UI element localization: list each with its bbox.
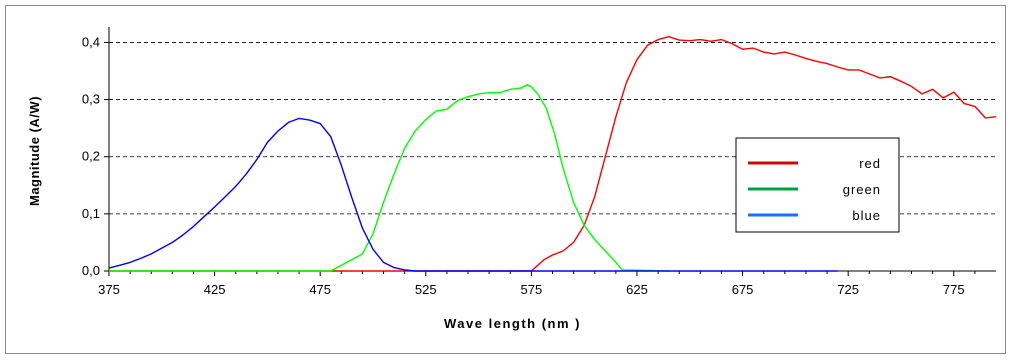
x-axis-title: Wave length (nm ) [444, 316, 581, 331]
x-tick-label: 425 [204, 282, 226, 297]
series-line-blue [108, 117, 838, 272]
chart-area: 0,0 0,1 0,2 0,3 0,4 375 425 475 525 575 625 675 725 7… [5, 5, 1006, 354]
y-tick-label: 0,0 [82, 263, 100, 278]
x-tick-label: 575 [521, 282, 543, 297]
series-line-green [109, 83, 669, 272]
legend-label-red: red [859, 156, 881, 171]
x-tick-label: 775 [943, 282, 965, 297]
x-tick-label: 725 [837, 282, 859, 297]
y-tick-label: 0,2 [82, 149, 100, 164]
x-tick-label: 375 [98, 282, 120, 297]
x-tick-label: 475 [309, 282, 331, 297]
x-tick-label: 525 [415, 282, 437, 297]
y-tick-label: 0,4 [82, 34, 100, 49]
y-tick-label: 0,1 [82, 206, 100, 221]
y-tick-label: 0,3 [82, 92, 100, 107]
y-axis-title: Magnitude (A/W) [27, 96, 42, 206]
legend-label-green: green [843, 182, 881, 197]
x-tick-label: 675 [732, 282, 754, 297]
spectral-response-chart: 0,0 0,1 0,2 0,3 0,4 375 425 475 525 575 625 675 725 7… [27, 27, 997, 331]
x-tick-label: 625 [626, 282, 648, 297]
series-line-red [109, 36, 997, 272]
legend-label-blue: blue [852, 208, 881, 223]
